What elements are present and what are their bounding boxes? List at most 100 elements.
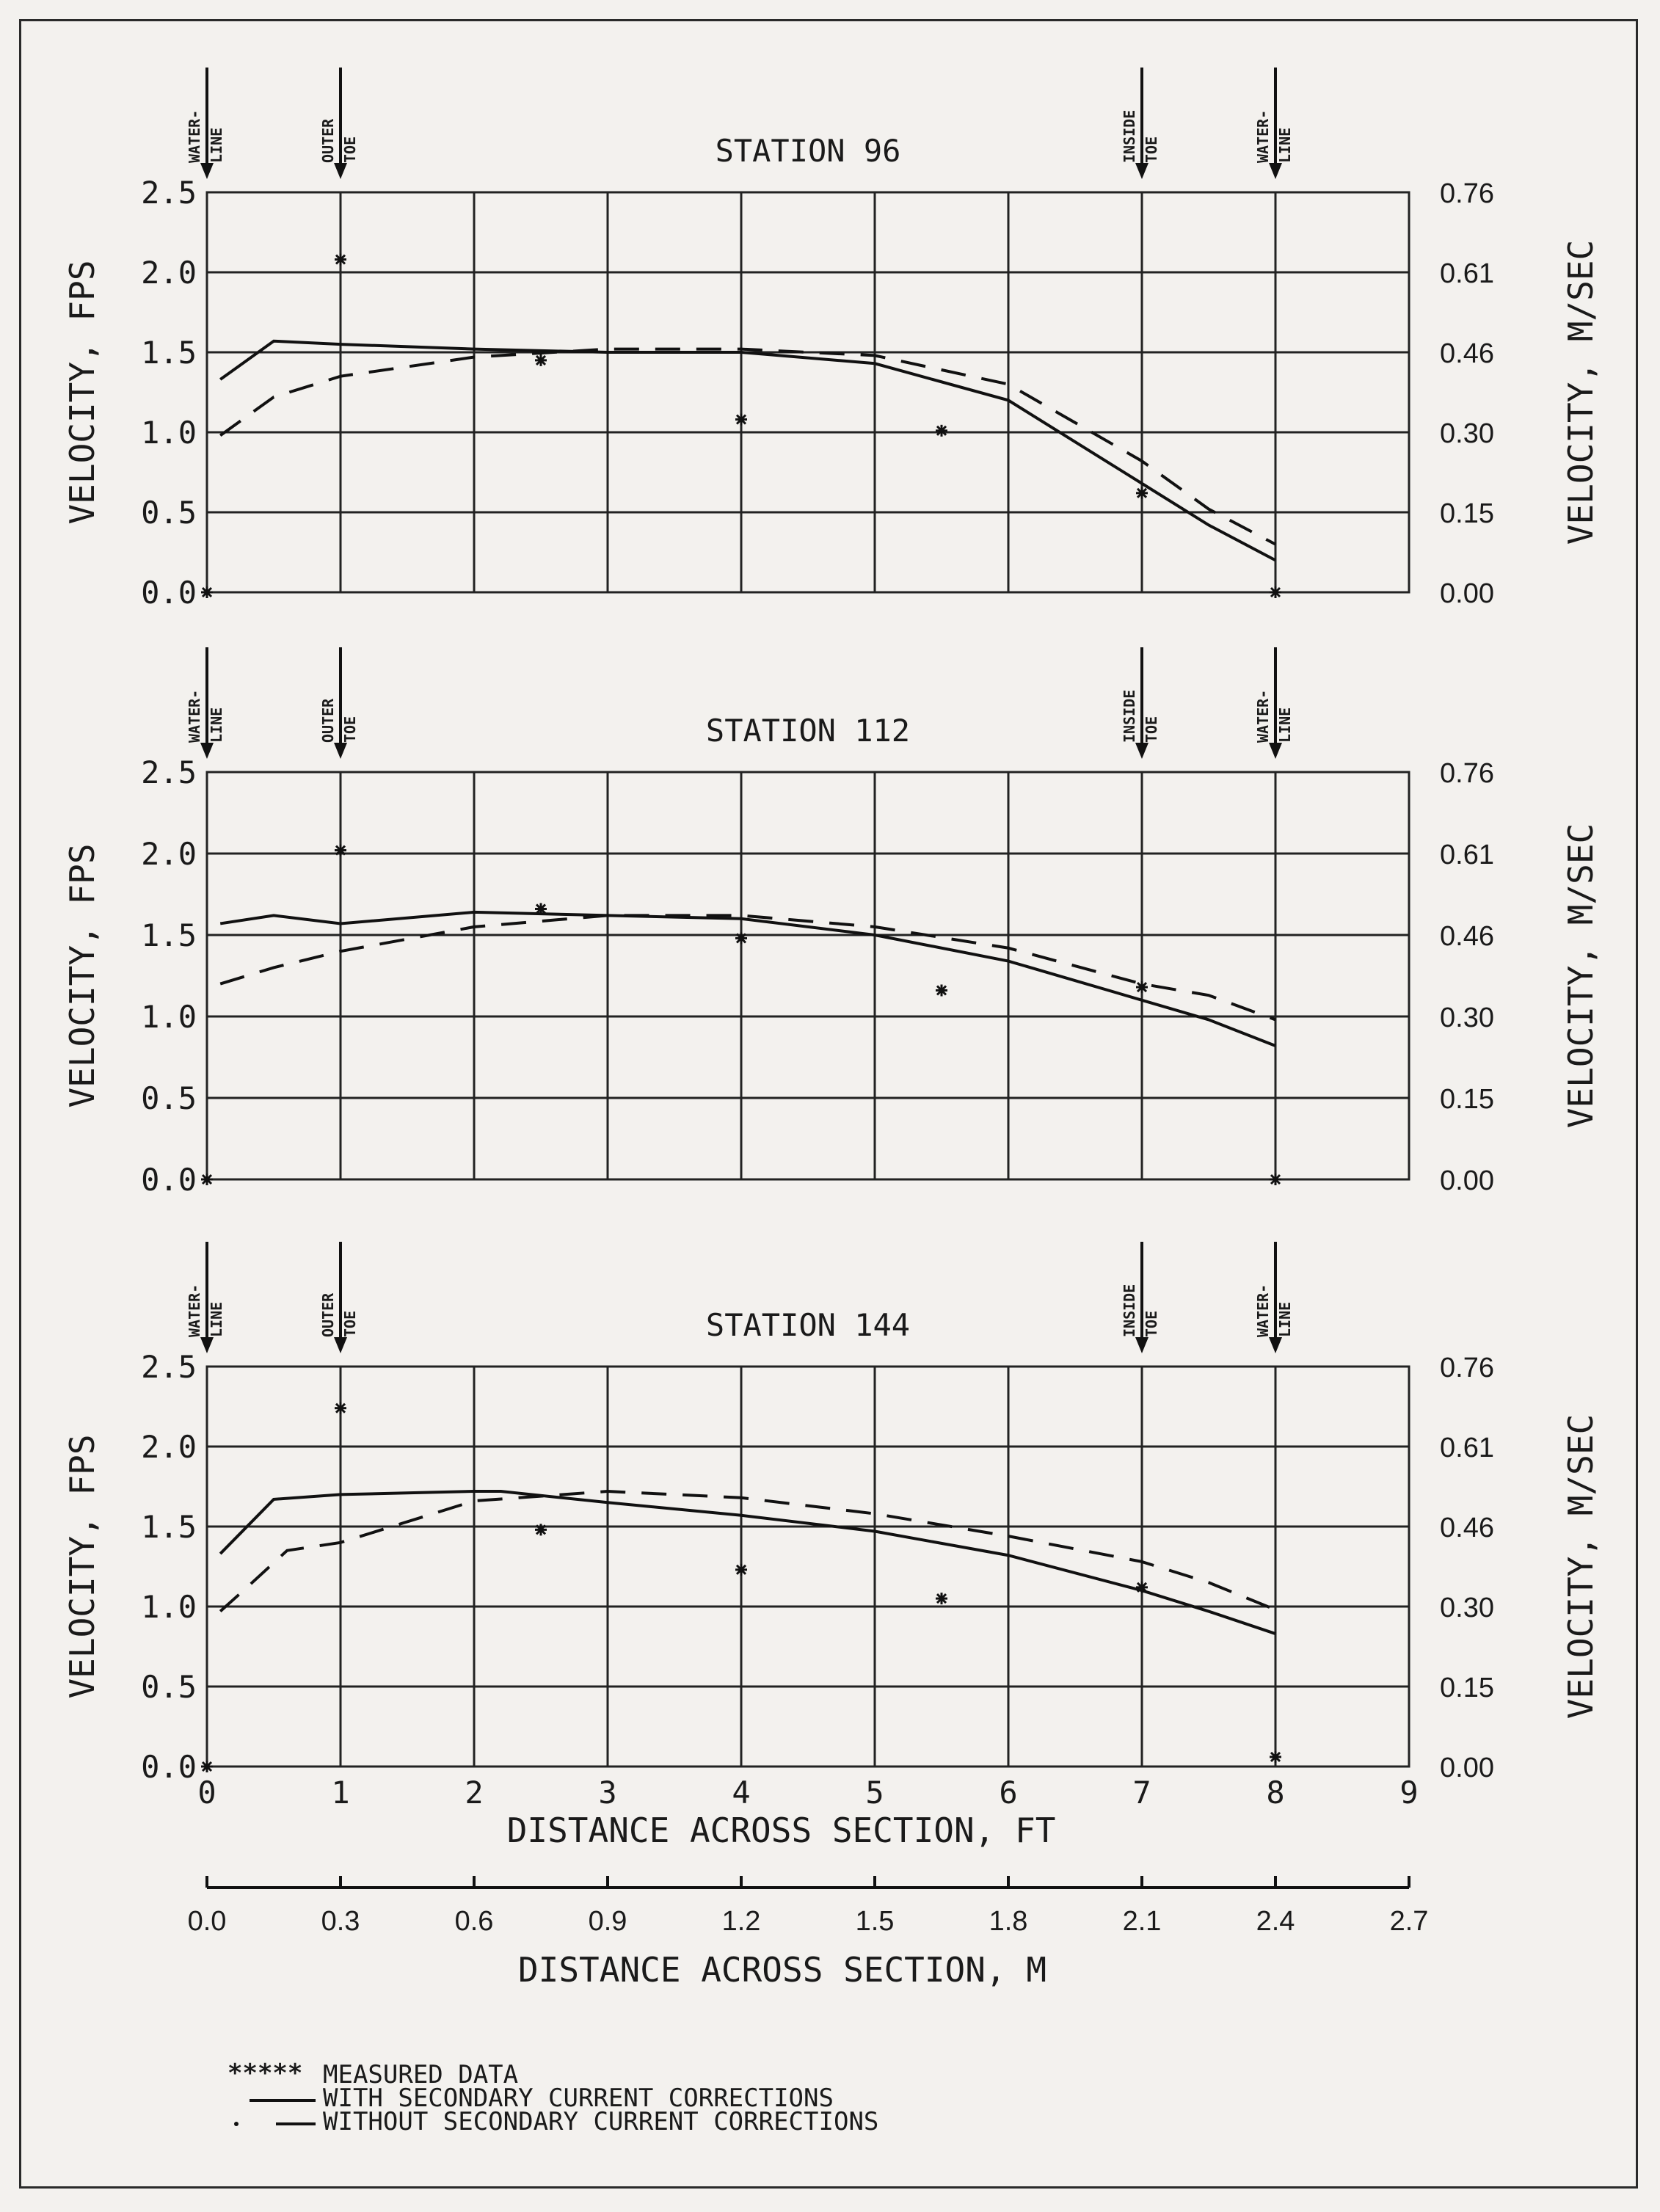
series-with-corrections [219, 1490, 1276, 1635]
metric-tick-label: 1.2 [722, 1906, 761, 1937]
measured-point [535, 903, 547, 914]
y-axis-title: VELOCITY, FPS [62, 1434, 102, 1698]
y-right-tick-label: 0.15 [1440, 1673, 1494, 1703]
marker-label: INSIDE [1121, 690, 1138, 743]
location-marker: WATER- LINE [1254, 647, 1294, 759]
y-tick-label: 0.0 [141, 1162, 197, 1198]
metric-tick-label: 0.6 [455, 1906, 494, 1937]
y-right-axis-title: VELOCITY, M/SEC [1561, 823, 1601, 1128]
x-tick-label: 7 [1132, 1775, 1151, 1811]
y-tick-label: 2.5 [141, 175, 197, 211]
metric-tick-label: 1.8 [989, 1906, 1028, 1937]
metric-tick-label: 1.5 [856, 1906, 895, 1937]
y-tick-label: 1.5 [141, 917, 197, 953]
location-marker: WATER- LINE [1254, 68, 1294, 179]
marker-label: TOE [1143, 716, 1160, 743]
y-right-tick-label: 0.15 [1440, 1084, 1494, 1115]
location-marker: INSIDE TOE [1121, 647, 1160, 759]
metric-tick-label: 0.3 [321, 1906, 360, 1937]
marker-label: LINE [208, 1302, 225, 1337]
marker-label: WATER- [1254, 1284, 1272, 1337]
x-tick-label: 5 [865, 1775, 884, 1811]
marker-arrow-head [1135, 743, 1148, 759]
y-right-tick-label: 0.30 [1440, 418, 1494, 449]
y-axis-title: VELOCITY, FPS [62, 843, 102, 1107]
y-tick-label: 1.5 [141, 1509, 197, 1545]
x-tick-label: 4 [732, 1775, 750, 1811]
y-axis-title: VELOCITY, FPS [62, 260, 102, 524]
marker-arrow-head [1269, 743, 1282, 759]
metric-tick-label: 2.4 [1256, 1906, 1295, 1937]
metric-tick-label: 0.0 [188, 1906, 227, 1937]
marker-label: OUTER [319, 1292, 337, 1337]
measured-point [1270, 586, 1281, 598]
y-tick-label: 2.5 [141, 754, 197, 790]
plot-frame [205, 191, 1410, 594]
y-right-tick-label: 0.76 [1440, 1353, 1494, 1383]
measured-point [335, 254, 346, 265]
station-title: STATION 96 [716, 133, 901, 169]
y-right-tick-label: 0.61 [1440, 1433, 1494, 1463]
y-right-axis-title: VELOCITY, M/SEC [1561, 1414, 1601, 1719]
marker-label: LINE [208, 707, 225, 743]
y-right-tick-label: 0.30 [1440, 1593, 1494, 1623]
marker-arrow-head [1269, 1337, 1282, 1353]
marker-label: LINE [1276, 128, 1294, 163]
marker-label: LINE [208, 128, 225, 163]
measured-point [735, 414, 747, 425]
measured-point [201, 1174, 213, 1185]
measured-point [535, 1524, 547, 1535]
location-marker: INSIDE TOE [1121, 1242, 1160, 1353]
legend-measured-symbol: ***** [227, 2059, 302, 2088]
series-with-corrections [219, 910, 1276, 1047]
marker-arrow-head [1135, 163, 1148, 179]
y-right-tick-label: 0.00 [1440, 578, 1494, 609]
y-tick-label: 1.0 [141, 999, 197, 1035]
measured-point [1270, 1174, 1281, 1185]
legend-measured-label: MEASURED DATA [323, 2060, 518, 2089]
marker-arrow-head [334, 1337, 347, 1353]
marker-arrow-head [200, 1337, 214, 1353]
x-tick-label: 8 [1266, 1775, 1284, 1811]
y-tick-label: 0.5 [141, 1080, 197, 1116]
measured-point [1136, 487, 1148, 498]
y-right-tick-label: 0.61 [1440, 258, 1494, 289]
x-tick-label: 6 [999, 1775, 1017, 1811]
y-tick-label: 0.5 [141, 495, 197, 531]
marker-label: LINE [1276, 707, 1294, 743]
station-title: STATION 112 [706, 713, 910, 749]
measured-point [201, 586, 213, 598]
marker-label: TOE [1143, 137, 1160, 163]
metric-axis-title: DISTANCE ACROSS SECTION, M [518, 1950, 1046, 1990]
marker-label: WATER- [1254, 690, 1272, 743]
y-tick-label: 2.5 [141, 1349, 197, 1385]
series-without-corrections [219, 1490, 1276, 1613]
marker-label: OUTER [319, 118, 337, 163]
plot-frame [205, 771, 1410, 1181]
marker-label: WATER- [186, 1284, 203, 1337]
y-right-tick-label: 0.46 [1440, 921, 1494, 952]
measured-point [1270, 1751, 1281, 1762]
y-right-tick-label: 0.46 [1440, 1513, 1494, 1543]
station-title: STATION 144 [706, 1307, 910, 1343]
marker-label: TOE [1143, 1311, 1160, 1337]
marker-label: WATER- [186, 110, 203, 163]
measured-point [335, 1402, 346, 1414]
location-marker: INSIDE TOE [1121, 68, 1160, 179]
y-tick-label: 2.0 [141, 836, 197, 872]
marker-arrow-head [1135, 1337, 1148, 1353]
y-tick-label: 0.0 [141, 575, 197, 611]
chart-panel-2: 0.0 0.00 0.5 0.15 1.0 0.30 1.5 0.46 2.0 0.61 2.5 0.… [62, 647, 1601, 1198]
marker-label: LINE [1276, 1302, 1294, 1337]
marker-arrow-head [200, 163, 214, 179]
measured-point [201, 1761, 213, 1772]
y-tick-label: 1.0 [141, 415, 197, 451]
marker-label: TOE [341, 1311, 359, 1337]
location-marker: OUTER TOE [319, 68, 359, 179]
location-marker: WATER- LINE [186, 1242, 225, 1353]
x-axis-title: DISTANCE ACROSS SECTION, FT [507, 1811, 1056, 1850]
y-tick-label: 2.0 [141, 1429, 197, 1465]
